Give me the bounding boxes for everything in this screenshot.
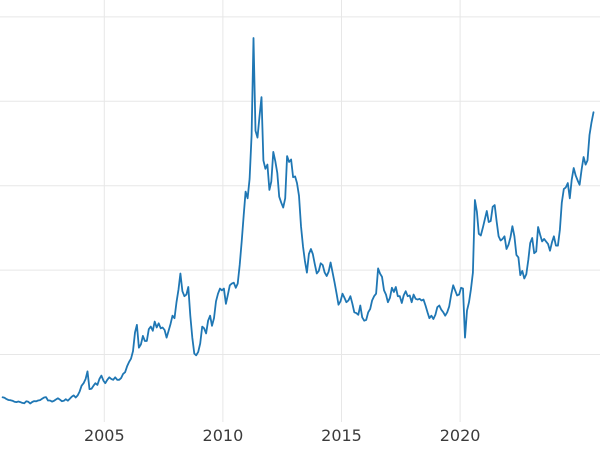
x-tick-label: 2010 — [203, 426, 244, 445]
x-tick-label: 2015 — [321, 426, 362, 445]
x-tick-label: 2020 — [440, 426, 481, 445]
x-tick-label: 2005 — [84, 426, 125, 445]
price-line — [1, 37, 595, 405]
gridlines — [0, 0, 600, 422]
x-axis-labels: 2005 2010 2015 2020 — [84, 426, 481, 445]
